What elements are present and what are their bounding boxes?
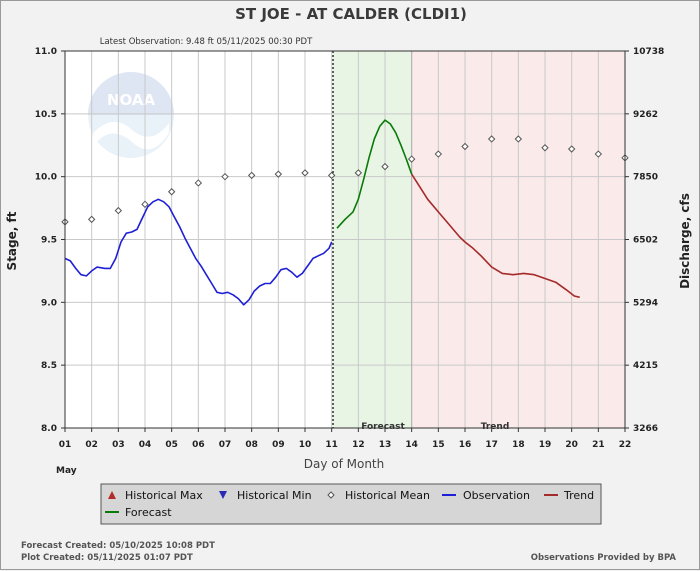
legend-item-historical-mean: Historical Mean <box>327 489 430 502</box>
historical-mean-point <box>247 171 256 180</box>
plot-created-text: Plot Created: 05/11/2025 01:07 PDT <box>21 553 193 563</box>
legend-item-forecast: Forecast <box>105 506 172 519</box>
historical-mean-point <box>461 142 469 151</box>
chart-title: ST JOE - AT CALDER (CLDI1) <box>235 5 467 23</box>
x-tick-label: 15 <box>432 440 445 450</box>
x-tick-label: 13 <box>379 440 392 450</box>
legend-label-observation: Observation <box>463 489 530 502</box>
x-tick-label: 02 <box>85 440 98 450</box>
noaa-logo-icon: NOAA <box>88 72 174 158</box>
x-tick-label: 05 <box>165 440 178 450</box>
trend-band-label: Trend <box>481 422 510 432</box>
y-tick-label-left: 10.0 <box>35 173 57 183</box>
y-tick-label-right: 7850 <box>633 173 658 183</box>
legend-label-historical-min: Historical Min <box>237 489 312 502</box>
historical-mean-point <box>487 135 496 143</box>
x-tick-label: 22 <box>619 440 632 450</box>
x-tick-label: 21 <box>592 440 605 450</box>
legend-item-trend: Trend <box>544 489 594 502</box>
y-tick-label-right: 4215 <box>633 361 658 371</box>
legend-item-historical-max: Historical Max <box>108 489 203 502</box>
historical-mean-point <box>114 206 123 215</box>
y-tick-label-left: 10.5 <box>35 110 57 120</box>
historical-mean-point <box>541 144 549 152</box>
historical-mean-point <box>221 172 229 181</box>
legend-label-historical-max: Historical Max <box>125 489 203 502</box>
y-tick-label-left: 8.5 <box>41 361 57 371</box>
x-tick-label: 19 <box>539 440 552 450</box>
y-tick-label-left: 9.0 <box>41 298 57 308</box>
historical-mean-point <box>434 150 443 158</box>
y-tick-label-right: 6502 <box>633 236 658 246</box>
x-tick-label: 12 <box>352 440 365 450</box>
y-tick-label-left: 8.0 <box>41 424 57 434</box>
y-tick-label-right: 5294 <box>633 298 658 308</box>
triangle-down-icon <box>219 491 227 499</box>
x-tick-label: 18 <box>512 440 525 450</box>
historical-mean-point <box>407 155 416 163</box>
series-line-observation <box>64 198 333 306</box>
y-tick-label-right: 10738 <box>633 47 664 57</box>
y-tick-labels-left: 8.0 8.5 9.0 9.5 10.0 10.5 11.0 <box>35 47 65 434</box>
x-tick-label: 17 <box>485 440 498 450</box>
x-tick-label: 01 <box>59 440 72 450</box>
historical-mean-point <box>274 170 283 178</box>
historical-mean-point <box>514 135 523 143</box>
x-tick-label: 20 <box>565 440 578 450</box>
y-tick-label-right: 3266 <box>633 424 658 434</box>
x-axis-label: Day of Month <box>304 457 385 471</box>
legend: Historical Max Historical Min Historical… <box>100 483 602 525</box>
legend-box <box>100 483 602 525</box>
series-lines <box>64 119 580 306</box>
forecast-created-text: Forecast Created: 05/10/2025 10:08 PDT <box>21 541 215 551</box>
forecast-band-label: Forecast <box>361 422 405 432</box>
x-tick-label: 04 <box>139 440 152 450</box>
x-tick-label: 03 <box>112 440 125 450</box>
y-tick-label-left: 11.0 <box>35 47 57 57</box>
y-tick-label-right: 9262 <box>633 110 658 120</box>
diamond-icon <box>327 491 335 499</box>
x-tick-label: 14 <box>405 440 418 450</box>
month-label: May <box>56 466 77 476</box>
historical-mean-point <box>567 145 576 153</box>
y-tick-label-left: 9.5 <box>41 236 57 246</box>
triangle-up-icon <box>108 491 116 499</box>
historical-mean-point <box>301 169 309 177</box>
x-tick-labels: 01 02 03 04 05 06 07 08 09 10 11 12 13 14 15 16 17 18 19 20… <box>59 428 632 450</box>
x-tick-label: 10 <box>299 440 312 450</box>
historical-mean-markers <box>61 135 629 226</box>
historical-mean-point <box>141 200 149 209</box>
legend-item-observation: Observation <box>442 489 530 502</box>
legend-item-historical-min: Historical Min <box>219 489 312 502</box>
y-axis-label-right: Discharge, cfs <box>678 193 692 289</box>
legend-label-trend: Trend <box>563 489 594 502</box>
provided-by-text: Observations Provided by BPA <box>531 553 677 563</box>
x-tick-label: 08 <box>245 440 258 450</box>
historical-mean-point <box>594 150 603 158</box>
historical-mean-point <box>354 169 363 177</box>
x-tick-label: 07 <box>219 440 232 450</box>
latest-observation: Latest Observation: 9.48 ft 05/11/2025 0… <box>100 37 313 47</box>
x-tick-label: 16 <box>459 440 472 450</box>
historical-mean-point <box>327 171 336 180</box>
noaa-logo-text: NOAA <box>107 91 156 109</box>
x-tick-label: 06 <box>192 440 205 450</box>
historical-mean-point <box>194 179 203 187</box>
legend-label-historical-mean: Historical Mean <box>345 489 430 502</box>
x-tick-label: 11 <box>325 440 338 450</box>
historical-mean-point <box>167 188 176 196</box>
legend-label-forecast: Forecast <box>125 506 172 519</box>
x-tick-label: 09 <box>272 440 285 450</box>
historical-mean-point <box>87 215 96 224</box>
series-line-trend <box>411 173 580 299</box>
series-line-forecast <box>336 119 413 229</box>
y-axis-label-left: Stage, ft <box>5 211 19 270</box>
y-tick-labels-right: 3266 4215 5294 6502 7850 9262 10738 <box>625 47 664 434</box>
historical-mean-point <box>381 162 389 171</box>
